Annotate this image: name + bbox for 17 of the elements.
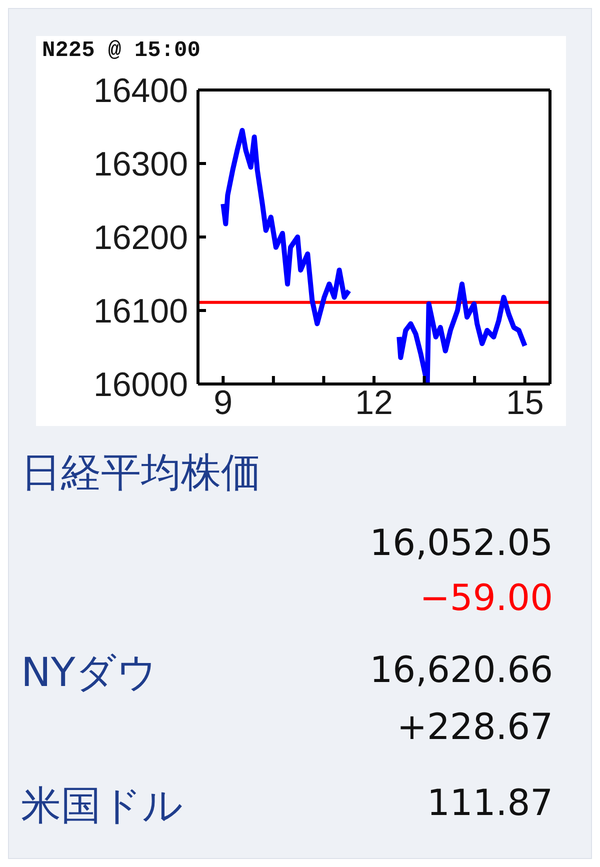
- text: 16,620.66: [370, 649, 553, 692]
- x-tick-label: 15: [506, 384, 544, 422]
- text: +228.67: [396, 706, 553, 750]
- text: 16,052.05: [370, 522, 553, 566]
- y-tick-label: 16100: [93, 292, 188, 331]
- chart-title: N225 @ 15:00: [42, 38, 200, 63]
- y-tick-label: 16400: [93, 72, 188, 110]
- y-tick-label: 16000: [93, 366, 188, 404]
- text: 日経平均株価: [21, 449, 261, 497]
- y-tick-label: 16300: [93, 146, 188, 184]
- y-tick-label: 16200: [93, 219, 188, 258]
- x-tick-label: 9: [214, 384, 233, 422]
- text: −59.00: [420, 577, 553, 620]
- x-tick-label: 12: [355, 384, 393, 422]
- text: NYダウ: [21, 649, 158, 697]
- text: 111.87: [427, 782, 553, 826]
- text: 米国ドル: [21, 782, 183, 830]
